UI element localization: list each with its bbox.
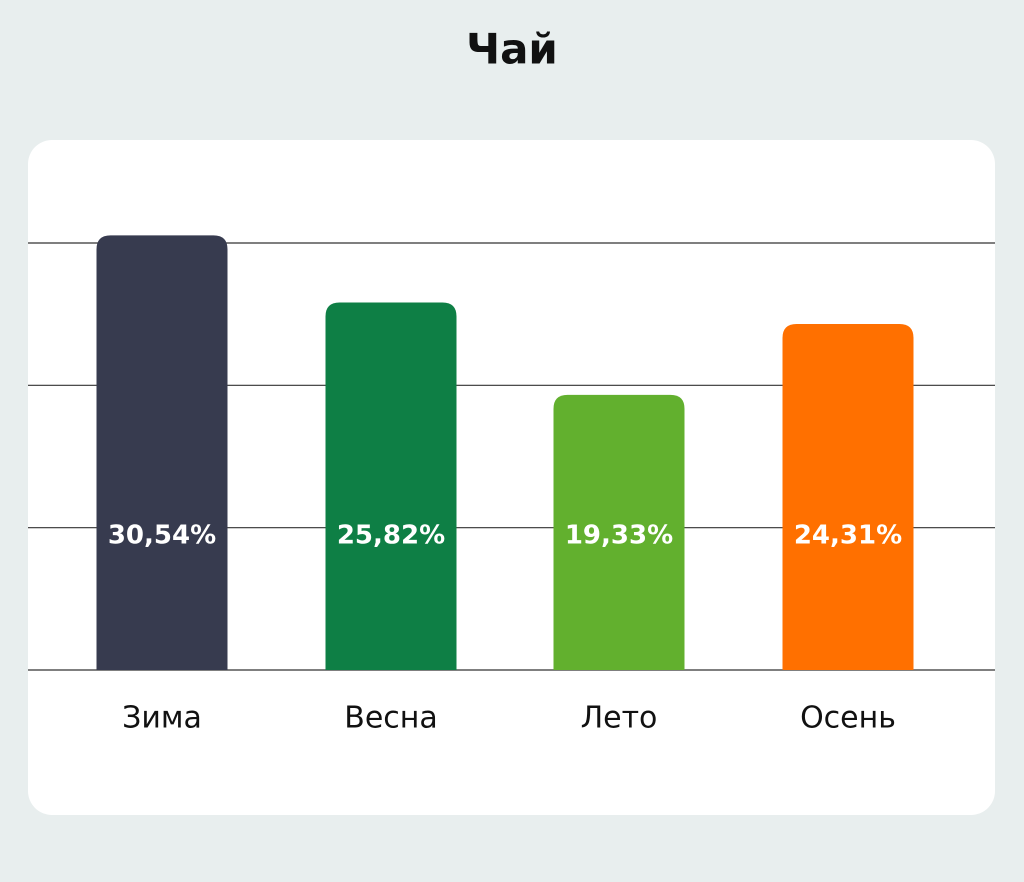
chart-title: Чай [466,25,558,74]
x-tick-label: Весна [344,701,438,736]
value-label: 30,54% [108,521,216,551]
card [28,140,995,815]
bar [96,235,228,670]
x-tick-label: Осень [800,701,896,736]
value-label: 24,31% [794,521,902,551]
x-tick-label: Зима [122,701,202,736]
bar [782,323,914,670]
value-label: 19,33% [565,521,673,551]
x-tick-label: Лето [581,701,658,736]
bar [553,394,685,670]
value-label: 25,82% [337,521,445,551]
bar [325,302,457,670]
